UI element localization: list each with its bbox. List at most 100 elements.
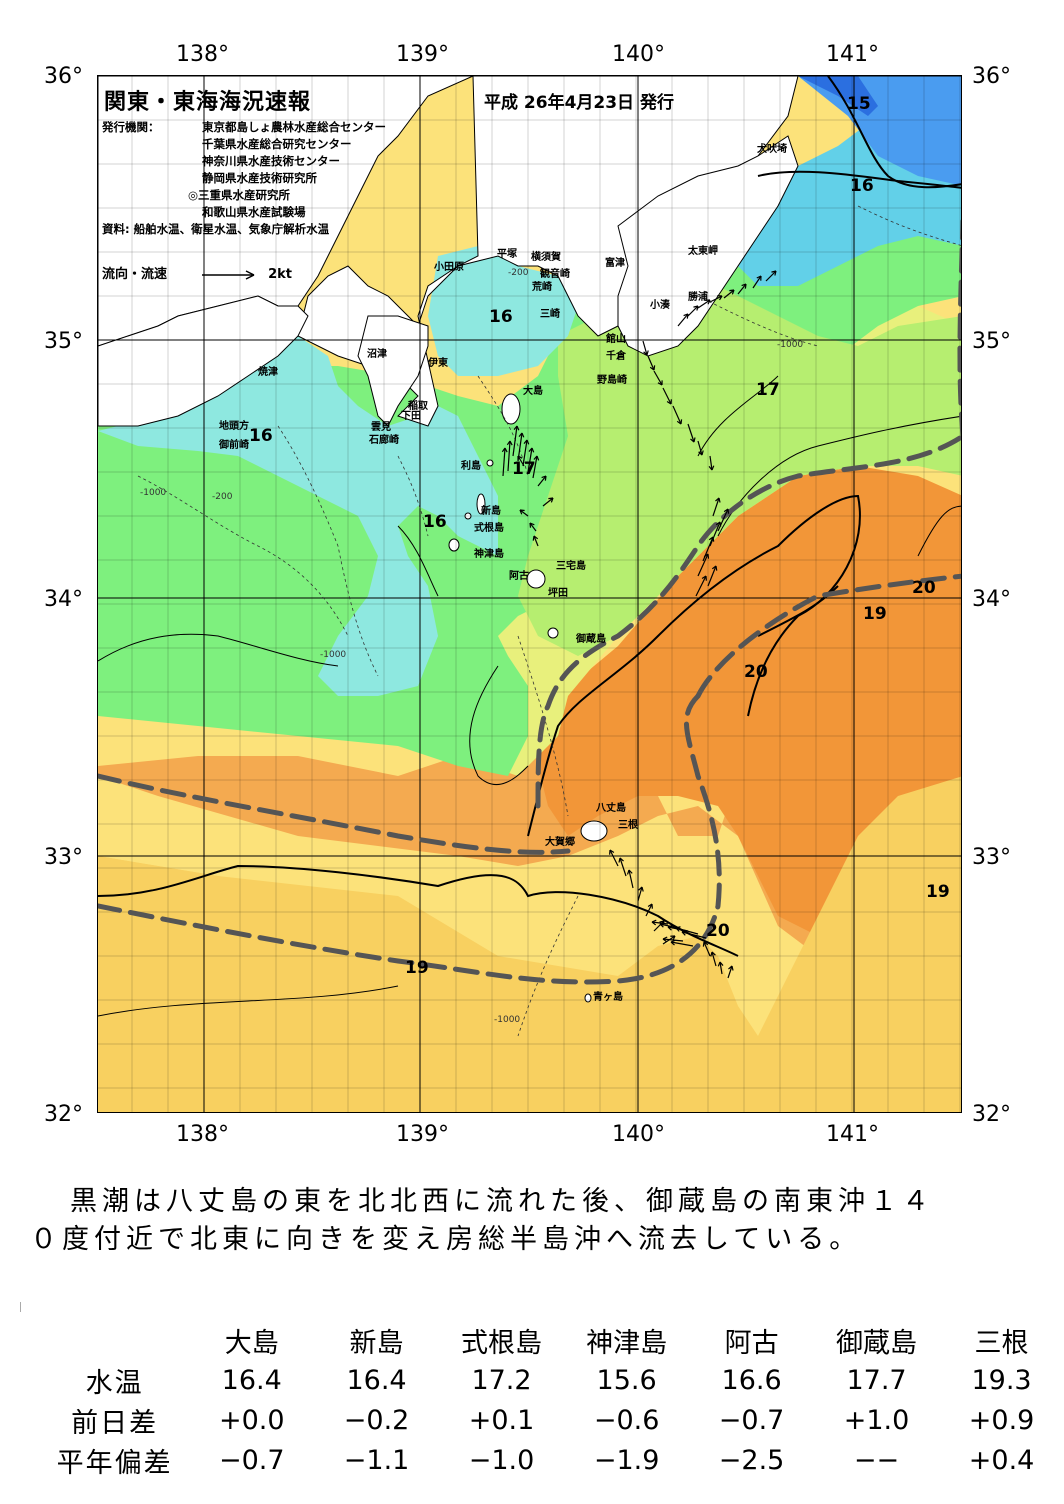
lat-label-33-left: 33° xyxy=(44,845,83,870)
current-arrow xyxy=(512,425,518,457)
cell: −1.9 xyxy=(593,1444,660,1476)
place-toshima: 利島 xyxy=(461,461,481,472)
depth-label-200: -200 xyxy=(508,268,529,278)
current-arrow-head xyxy=(626,869,633,875)
current-arrow xyxy=(529,522,537,532)
current-arrow xyxy=(533,535,539,547)
current-arrow xyxy=(697,440,703,456)
current-arrow xyxy=(687,423,695,443)
current-arrow xyxy=(711,951,717,967)
current-arrow-head xyxy=(501,447,508,453)
current-arrow xyxy=(642,340,648,356)
isotherm-label-20-east: 20 xyxy=(912,578,936,598)
current-arrow xyxy=(703,941,711,957)
land-boso xyxy=(617,135,799,357)
current-arrow-head xyxy=(638,886,644,892)
current-arrow xyxy=(702,536,714,562)
current-arrow-head xyxy=(666,399,672,405)
current-arrow-head xyxy=(533,455,540,461)
cell: −1.0 xyxy=(468,1444,535,1476)
place-futtsu: 富津 xyxy=(605,258,625,269)
place-numazu: 沼津 xyxy=(367,349,387,360)
current-arrow-head xyxy=(729,289,735,295)
cell: −1.1 xyxy=(343,1444,410,1476)
lat-label-36-right: 36° xyxy=(972,64,1011,89)
current-arrow-head xyxy=(756,275,762,281)
current-arrow-head xyxy=(662,936,668,943)
table-header-row: 大島 新島 式根島 神津島 阿古 御蔵島 三根 xyxy=(40,1320,1064,1360)
current-arrow xyxy=(765,270,777,282)
margin-mark xyxy=(20,1302,21,1312)
sea-15-region xyxy=(798,76,961,186)
current-arrow-head xyxy=(715,497,721,503)
lat-label-36-left: 36° xyxy=(44,64,83,89)
place-arasaki: 荒崎 xyxy=(532,282,552,293)
lon-label-139-top: 139° xyxy=(396,42,449,67)
island-hachijojima xyxy=(580,820,608,842)
lon-label-140-bottom: 140° xyxy=(612,1122,665,1147)
thin-isotherms xyxy=(98,375,961,1017)
current-arrow xyxy=(507,440,511,472)
table-row: 平年偏差 −0.7 −1.1 −1.0 −1.9 −2.5 −− +0.4 xyxy=(40,1440,1064,1480)
island-shikinejima xyxy=(464,512,472,520)
place-taitomisaki: 太東岬 xyxy=(688,246,718,257)
row-label-prev-day: 前日差 xyxy=(71,1407,159,1439)
current-arrow-head xyxy=(651,919,657,926)
current-arrow-head xyxy=(670,939,676,946)
current-arrow xyxy=(709,455,713,471)
lon-label-141-bottom: 141° xyxy=(826,1122,879,1147)
lon-label-140-top: 140° xyxy=(612,42,665,67)
kuroshio-axis xyxy=(98,219,961,985)
sea-21-region xyxy=(538,466,961,936)
current-arrow-head xyxy=(702,941,709,947)
place-yokosuka: 横須賀 xyxy=(531,252,561,263)
current-arrow-head xyxy=(741,283,747,289)
table-row: 前日差 +0.0 −0.2 +0.1 −0.6 −0.7 +1.0 +0.9 xyxy=(40,1400,1064,1440)
cell: −0.7 xyxy=(718,1404,785,1436)
isotherm-20-lower xyxy=(98,864,739,957)
isotherm-label-19-far-east: 19 xyxy=(926,882,950,902)
current-arrow-head xyxy=(649,365,656,371)
current-arrow xyxy=(519,509,529,517)
summary-text: 黒潮は八丈島の東を北北西に流れた後、御蔵島の南東沖１４ ０度付近で北東に向きを変… xyxy=(30,1183,1040,1259)
current-arrow xyxy=(752,275,762,289)
current-arrow xyxy=(609,849,619,867)
place-kumomi: 雲見 xyxy=(371,422,391,433)
current-arrow-head xyxy=(532,535,539,541)
current-arrow-head xyxy=(548,497,554,503)
current-arrow xyxy=(717,508,729,532)
isotherm-label-15: 15 xyxy=(847,94,871,114)
lat-label-35-right: 35° xyxy=(972,329,1011,354)
current-legend: 流向・流速 2kt xyxy=(102,263,292,282)
station-shikinejima: 式根島 xyxy=(461,1327,542,1359)
table-row: 水温 16.4 16.4 17.2 15.6 16.6 17.7 19.3 xyxy=(40,1360,1064,1400)
isotherm-label-19-south: 19 xyxy=(405,958,429,978)
current-arrow xyxy=(697,299,711,309)
place-kozushima: 神津島 xyxy=(474,549,504,560)
current-arrow xyxy=(709,295,723,303)
place-okago: 大賀郷 xyxy=(545,837,575,848)
place-inubozaki: 犬吠埼 xyxy=(757,144,787,155)
cell: 16.4 xyxy=(221,1364,282,1396)
sea-16-west-region xyxy=(98,326,498,696)
current-arrow-head xyxy=(683,313,689,319)
place-jitokata: 地頭方 xyxy=(219,421,249,432)
sea-16-sagami-region xyxy=(428,246,578,376)
depth-label-1000-west: -1000 xyxy=(140,488,167,498)
island-toshima xyxy=(486,459,494,467)
place-mitsune: 三根 xyxy=(618,820,638,831)
cell: 15.6 xyxy=(596,1364,657,1396)
current-arrows xyxy=(501,270,777,979)
current-arrow xyxy=(677,313,689,327)
map-canvas xyxy=(98,76,961,1112)
map-issue-date: 平成 26年4月23日 発行 xyxy=(484,93,674,113)
place-miyakejima: 三宅島 xyxy=(556,561,586,572)
current-arrow-head xyxy=(705,299,711,305)
publisher-2: 千葉県水産総合研究センター xyxy=(202,137,352,151)
current-arrow-head xyxy=(698,450,704,456)
current-arrow-head xyxy=(710,951,716,957)
isotherm-label-17-toshima: 17 xyxy=(512,459,536,479)
place-hachijojima: 八丈島 xyxy=(596,803,626,814)
station-oshima: 大島 xyxy=(224,1327,279,1359)
current-arrow xyxy=(653,370,663,386)
